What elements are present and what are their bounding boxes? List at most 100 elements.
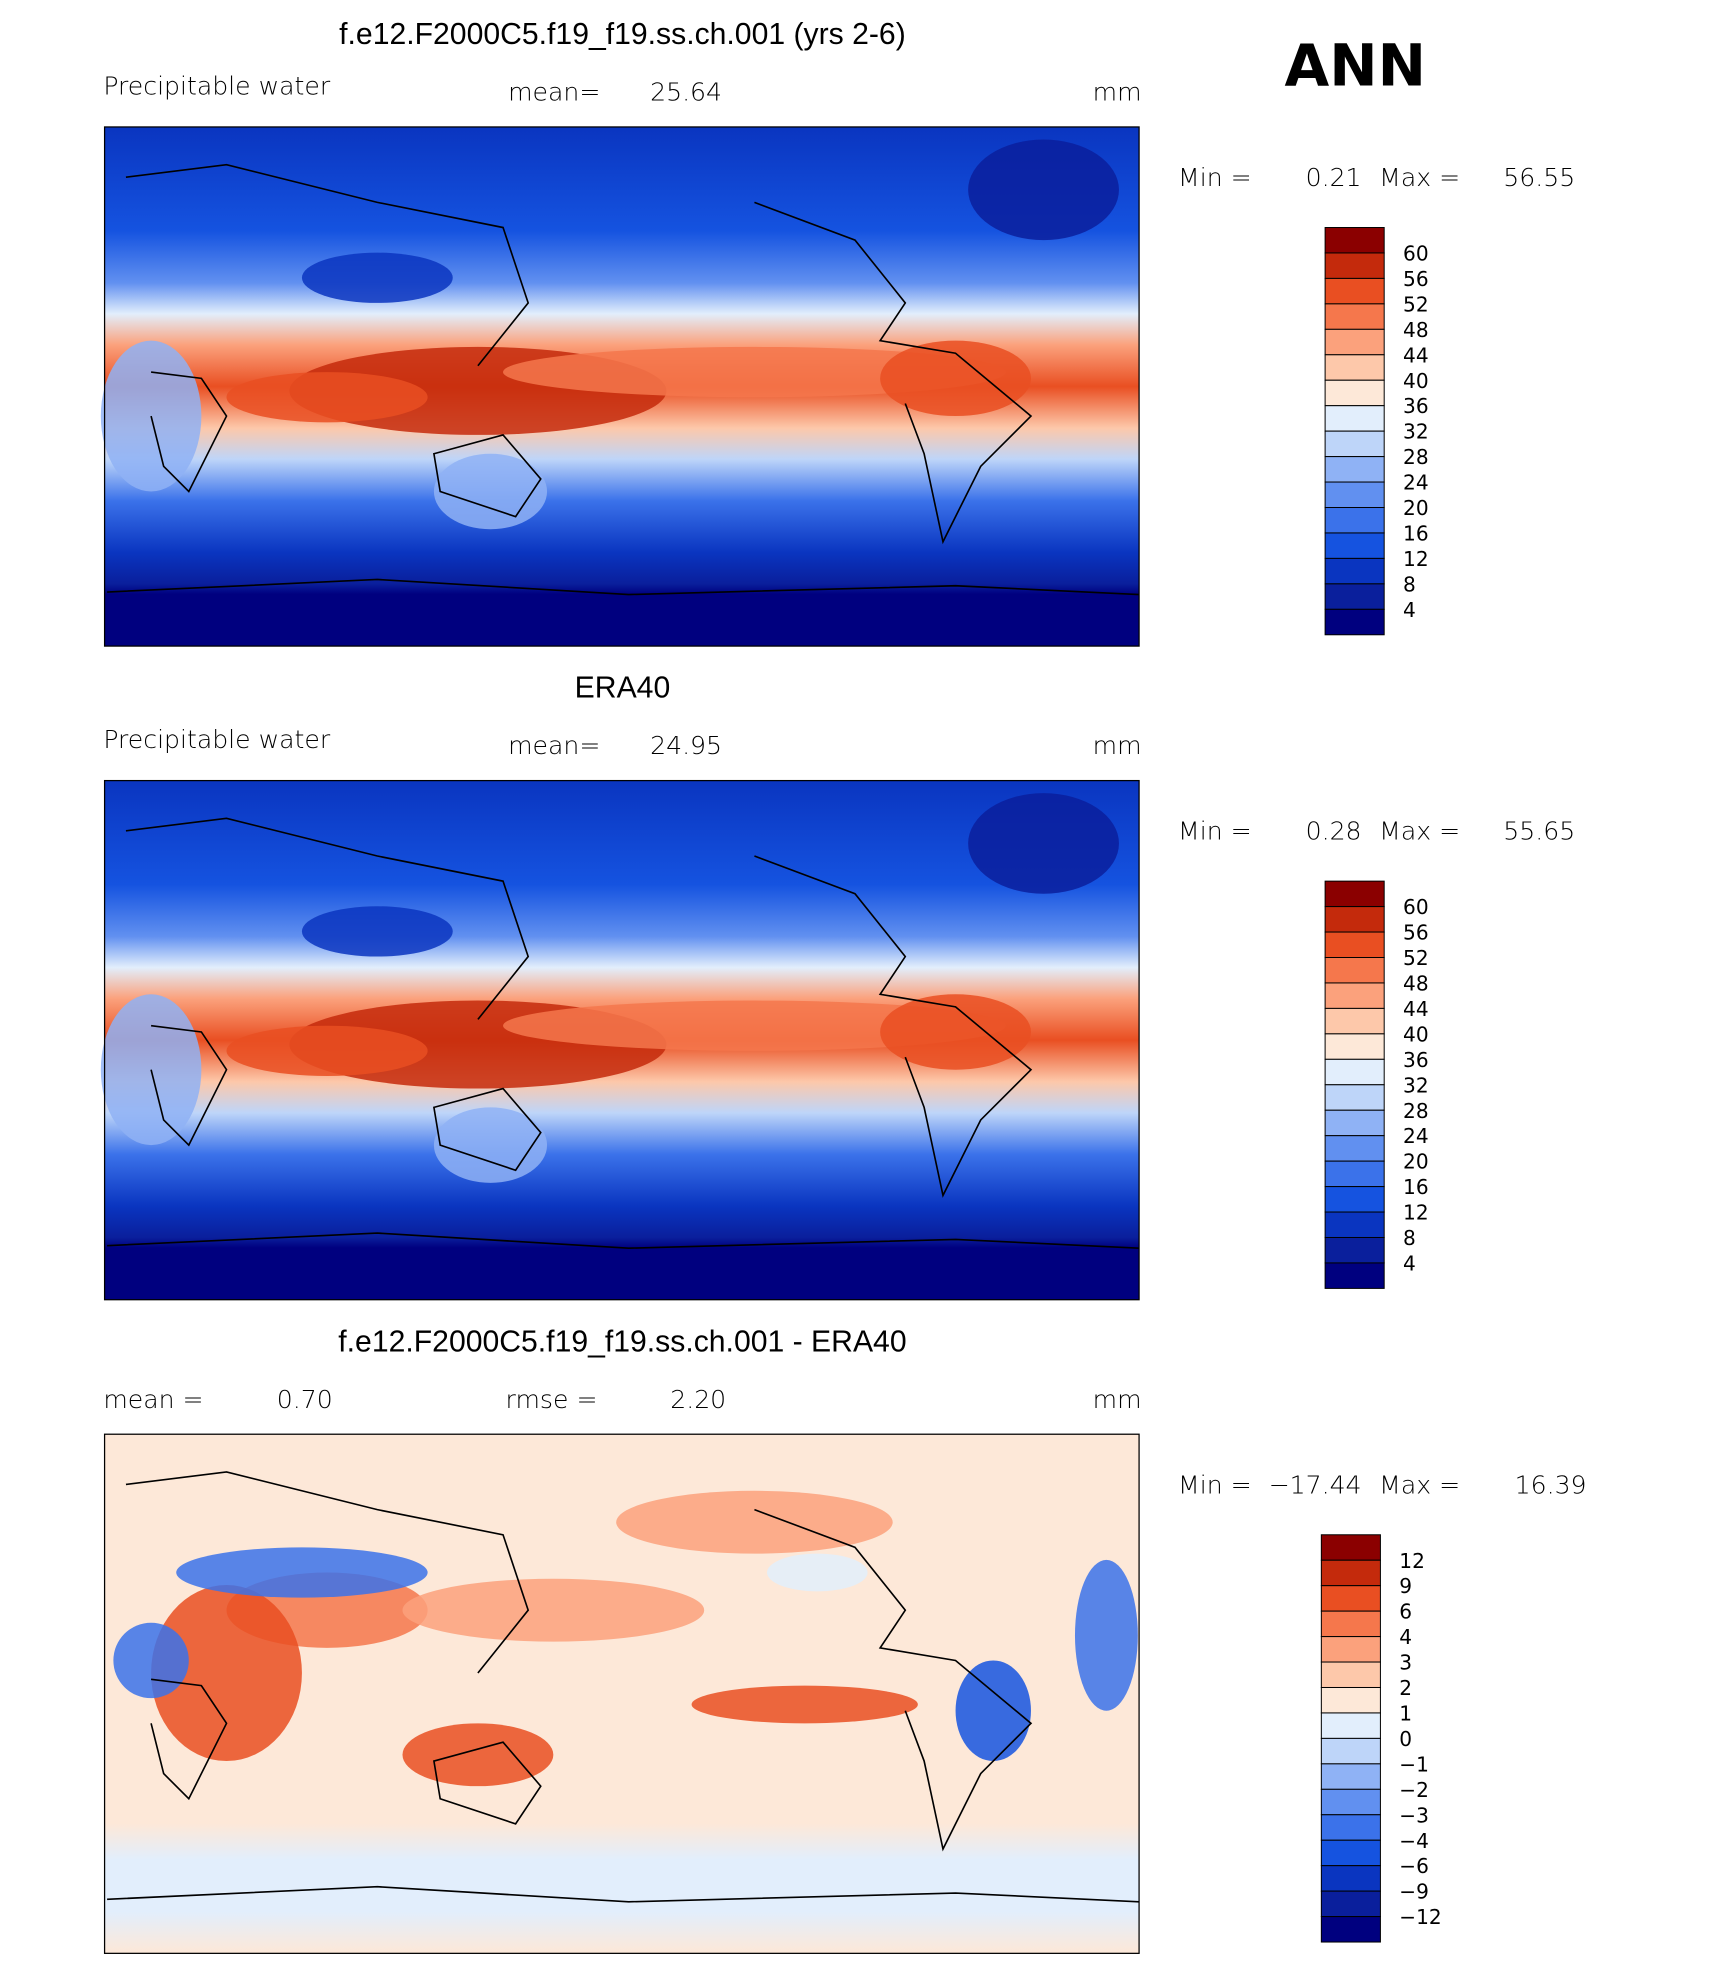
map-blob [226, 1025, 428, 1076]
coastline [125, 1471, 530, 1674]
colorbar-box [1324, 456, 1385, 483]
colorbar-box [1324, 931, 1385, 959]
colorbar-box [1324, 277, 1385, 305]
map-frame [103, 779, 1140, 1301]
variable-label: Precipitable water [103, 725, 331, 754]
map [103, 1433, 1140, 1954]
colorbar-box [1324, 1186, 1385, 1213]
mean-label: mean = [103, 1385, 203, 1414]
colorbar-box [1320, 1661, 1381, 1688]
colorbar-label: −4 [1399, 1829, 1429, 1853]
mean-label: mean= [508, 78, 600, 107]
colorbar-label: 32 [1403, 420, 1429, 444]
map-blob [301, 252, 453, 303]
colorbar-label: 8 [1403, 572, 1416, 596]
max-label: Max = [1379, 1470, 1460, 1499]
map-blob [968, 139, 1119, 241]
colorbar-box [1324, 405, 1385, 432]
coastline [432, 1087, 542, 1172]
colorbar-box [1324, 880, 1385, 908]
colorbar-box [1324, 507, 1385, 534]
coastline [432, 1741, 542, 1825]
mean-value: 24.95 [650, 731, 722, 760]
colorbar-box [1320, 1610, 1381, 1638]
colorbar-label: 40 [1403, 1022, 1429, 1046]
colorbar-box [1324, 1084, 1385, 1111]
mean-label: mean= [508, 731, 600, 760]
map-blob [226, 372, 428, 423]
map-blob [880, 340, 1031, 417]
map-blob [402, 1723, 554, 1787]
map-blob [968, 793, 1119, 894]
coastline [125, 163, 530, 367]
rmse-value: 2.20 [670, 1385, 726, 1414]
colorbar-box [1320, 1534, 1381, 1561]
colorbar-label: −1 [1399, 1752, 1429, 1776]
colorbar-box [1324, 227, 1385, 254]
colorbar-label: 4 [1403, 598, 1416, 622]
colorbar-label: 28 [1403, 445, 1429, 469]
map-blob [301, 906, 453, 957]
colorbar-label: 48 [1403, 972, 1429, 996]
map-blob [113, 1622, 189, 1699]
colorbar-label: 3 [1399, 1651, 1412, 1675]
colorbar-box [1324, 583, 1385, 610]
colorbar-label: 32 [1403, 1073, 1429, 1097]
map-blob [880, 994, 1031, 1070]
colorbar-label: −3 [1399, 1803, 1429, 1827]
colorbar-box [1324, 557, 1385, 585]
units: mm [1093, 1385, 1142, 1414]
colorbar-box [1324, 252, 1385, 279]
colorbar-label: 36 [1403, 1048, 1429, 1072]
colorbar-box [1324, 532, 1385, 559]
colorbar-box [1320, 1737, 1381, 1765]
map-blob [433, 453, 548, 530]
colorbar-label: 40 [1403, 369, 1429, 393]
colorbar-box [1324, 1135, 1385, 1162]
colorbar-label: 60 [1403, 242, 1429, 266]
mean-value: 25.64 [650, 78, 722, 107]
colorbar-label: 6 [1399, 1600, 1412, 1624]
colorbar-box [1320, 1916, 1381, 1943]
colorbar-label: 12 [1403, 1201, 1429, 1225]
colorbar-box [1324, 608, 1385, 636]
colorbar-box [1320, 1636, 1381, 1663]
colorbar-label: 56 [1403, 921, 1429, 945]
min-label: Min = [1178, 1470, 1252, 1499]
map-frame [103, 1433, 1140, 1954]
map-blob [402, 1578, 705, 1642]
colorbar-label: −9 [1399, 1880, 1429, 1904]
colorbar-label: 16 [1403, 1175, 1429, 1199]
mean-value: 0.70 [277, 1385, 333, 1414]
variable-label: Precipitable water [103, 71, 331, 100]
colorbar-box [1324, 1058, 1385, 1086]
min-value: 0.28 [1306, 817, 1362, 846]
map-blob [767, 1553, 868, 1592]
min-value: −17.44 [1269, 1470, 1362, 1499]
rmse-label: rmse = [506, 1385, 598, 1414]
colorbar-box [1320, 1839, 1381, 1867]
colorbar-label: 12 [1403, 547, 1429, 571]
coastline [150, 1024, 228, 1147]
colorbar-label: 44 [1403, 343, 1429, 367]
colorbar-box [1324, 1236, 1385, 1264]
header-label: ANN [1285, 31, 1427, 99]
max-label: Max = [1379, 163, 1460, 192]
colorbar-label: 52 [1403, 292, 1429, 316]
colorbar-box [1324, 328, 1385, 356]
colorbar-box [1320, 1559, 1381, 1587]
coastline [754, 1508, 1033, 1852]
colorbar-label: 36 [1403, 394, 1429, 418]
map [100, 126, 1140, 647]
colorbar-label: 8 [1403, 1226, 1416, 1250]
colorbar-label: 4 [1403, 1251, 1416, 1275]
colorbar-box [1324, 982, 1385, 1009]
colorbar-label: 52 [1403, 946, 1429, 970]
colorbar-box [1320, 1814, 1381, 1841]
colorbar-label: 44 [1403, 997, 1429, 1021]
map-blob [176, 1547, 428, 1598]
colorbar-label: 1 [1399, 1701, 1412, 1725]
colorbar-label: 20 [1403, 1150, 1429, 1174]
colorbar-label: 16 [1403, 522, 1429, 546]
